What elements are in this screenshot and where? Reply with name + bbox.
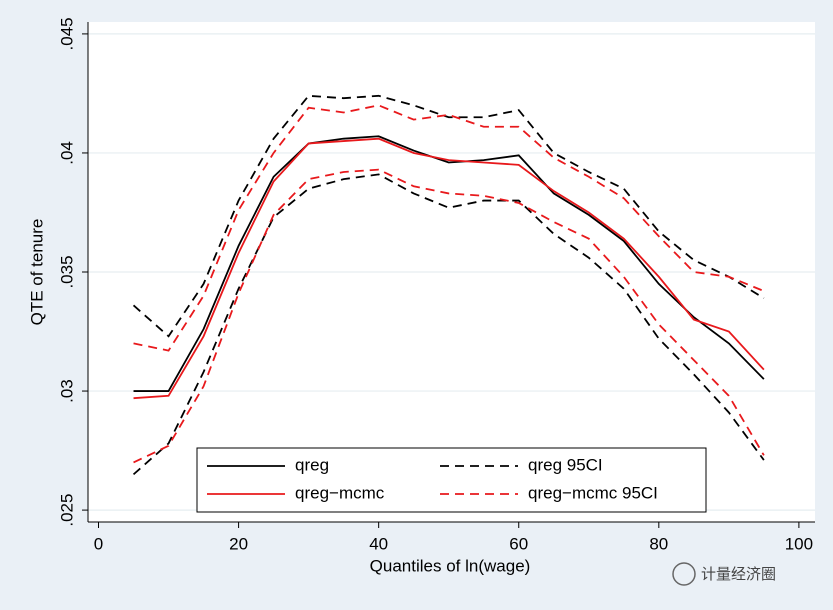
x-tick-label: 60 <box>509 534 528 553</box>
legend-label: qreg−mcmc 95CI <box>528 483 658 502</box>
legend-label: qreg 95CI <box>528 455 603 474</box>
ci-line <box>133 104 765 352</box>
legend-label: qreg <box>295 455 329 474</box>
legend-box <box>196 447 707 513</box>
line <box>133 135 765 392</box>
ci-line <box>132 173 765 476</box>
x-tick-label: 40 <box>369 534 388 553</box>
y-tick-label: .045 <box>57 17 76 50</box>
legend-label: qreg−mcmc <box>295 483 385 502</box>
x-tick-label: 20 <box>229 534 248 553</box>
y-tick-label: .035 <box>57 255 76 288</box>
x-tick-label: 0 <box>94 534 103 553</box>
ci-line <box>132 94 765 338</box>
y-axis-title: QTE of tenure <box>27 219 46 326</box>
x-tick-label: 80 <box>649 534 668 553</box>
x-axis-title: Quantiles of ln(wage) <box>370 556 531 575</box>
line <box>133 137 765 400</box>
y-tick-label: .04 <box>57 141 76 165</box>
y-tick-label: .025 <box>57 494 76 527</box>
watermark-icon <box>672 562 696 586</box>
ci-line <box>133 168 765 464</box>
watermark-text: 计量经济圈 <box>701 566 776 583</box>
y-tick-label: .03 <box>57 379 76 403</box>
watermark: 计量经济圈 <box>672 562 776 586</box>
x-tick-label: 100 <box>785 534 813 553</box>
